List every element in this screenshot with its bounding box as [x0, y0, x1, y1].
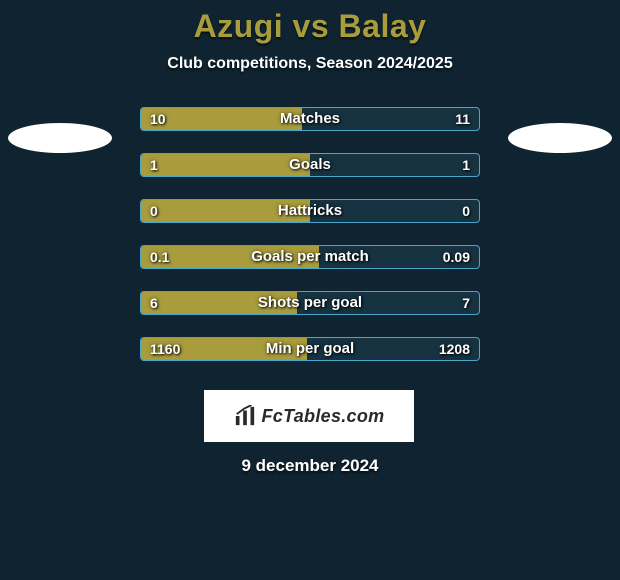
- stat-row: 1160Min per goal1208: [0, 337, 620, 383]
- stat-label: Goals: [140, 153, 480, 177]
- stat-right-value: 0.09: [443, 245, 470, 269]
- stat-row: 0.1Goals per match0.09: [0, 245, 620, 291]
- stat-bar-labels: 0.1Goals per match0.09: [140, 245, 480, 269]
- stat-row: 10Matches11: [0, 107, 620, 153]
- stat-right-value: 7: [462, 291, 470, 315]
- brand-logo[interactable]: FcTables.com: [204, 390, 414, 442]
- stat-label: Goals per match: [140, 245, 480, 269]
- stat-right-value: 0: [462, 199, 470, 223]
- page-subtitle: Club competitions, Season 2024/2025: [0, 55, 620, 73]
- stat-right-value: 1208: [439, 337, 470, 361]
- stat-bar-labels: 1Goals1: [140, 153, 480, 177]
- date-label: 9 december 2024: [0, 456, 620, 476]
- stat-bar-labels: 0Hattricks0: [140, 199, 480, 223]
- stat-label: Min per goal: [140, 337, 480, 361]
- stat-right-value: 1: [462, 153, 470, 177]
- stat-label: Hattricks: [140, 199, 480, 223]
- stat-bar-labels: 10Matches11: [140, 107, 480, 131]
- stat-bar-labels: 1160Min per goal1208: [140, 337, 480, 361]
- stats-rows: 10Matches111Goals10Hattricks00.1Goals pe…: [0, 107, 620, 383]
- stat-row: 1Goals1: [0, 153, 620, 199]
- stat-row: 6Shots per goal7: [0, 291, 620, 337]
- stat-bar-labels: 6Shots per goal7: [140, 291, 480, 315]
- brand-logo-text: FcTables.com: [262, 406, 385, 427]
- stat-label: Shots per goal: [140, 291, 480, 315]
- stat-right-value: 11: [455, 107, 470, 131]
- stat-label: Matches: [140, 107, 480, 131]
- stat-row: 0Hattricks0: [0, 199, 620, 245]
- page-title: Azugi vs Balay: [0, 8, 620, 45]
- chart-icon: [234, 405, 256, 427]
